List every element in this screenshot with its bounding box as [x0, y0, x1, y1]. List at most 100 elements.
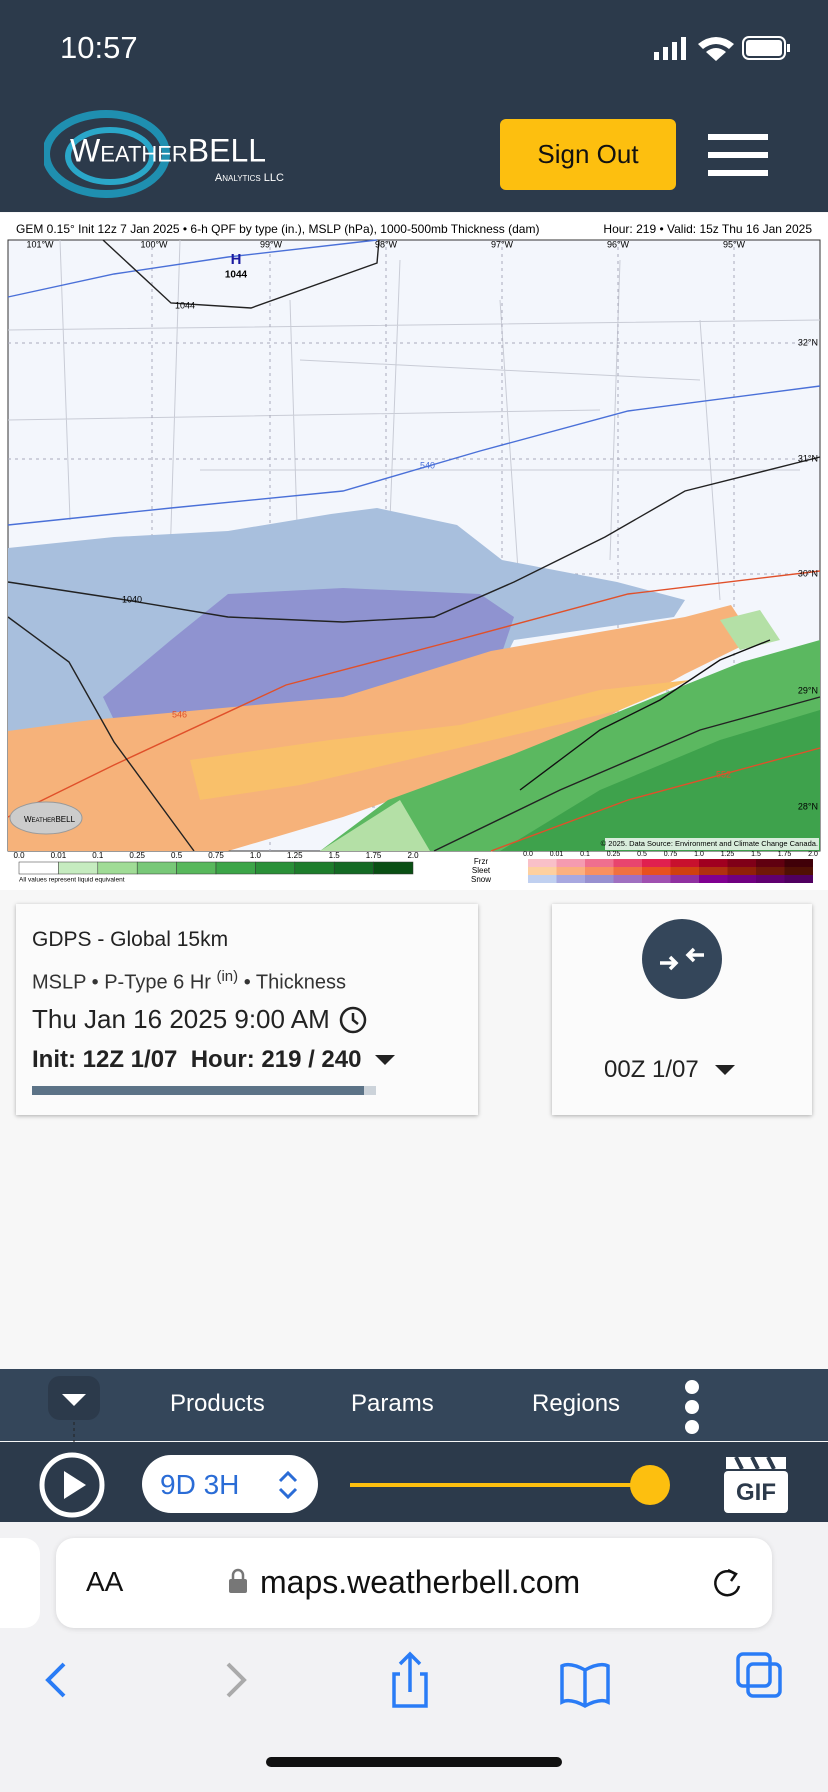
time-slider[interactable] [348, 1462, 674, 1508]
bookmarks-button[interactable] [560, 1662, 610, 1708]
legend-swatch [699, 875, 728, 883]
shape [39, 1452, 105, 1518]
shape [7, 239, 821, 621]
latitude-label: 29°N [798, 685, 818, 695]
legend-swatch [97, 861, 138, 875]
shape: Frzr Sleet Snow [471, 857, 491, 884]
legend-swatch [585, 867, 614, 875]
shape [672, 42, 677, 60]
params-tab[interactable]: Params [351, 1390, 434, 1417]
shape [7, 616, 195, 852]
legend-swatch [784, 859, 813, 867]
run-select[interactable]: Init: 12Z 1/07 Hour: 219 / 240 [32, 1046, 397, 1074]
more-button[interactable] [680, 1378, 704, 1436]
ptype-legend: 0.0 0.01 0.1 0.25 0.5 0.75 1.0 1.25 1.5 1.75 2.0 [523, 851, 818, 883]
legend-swatch [670, 859, 699, 867]
reload-button[interactable] [710, 1566, 744, 1602]
shape [698, 37, 734, 61]
shape [685, 1400, 699, 1414]
shape [7, 456, 821, 623]
shape [727, 1568, 738, 1582]
legend-tick: 0.0 [13, 851, 25, 860]
collapse-button[interactable] [48, 1376, 100, 1442]
clock-icon [339, 1006, 367, 1033]
map-valid: Hour: 219 • Valid: 15z Thu 16 Jan 2025 [603, 222, 812, 236]
products-tab[interactable]: Products [170, 1390, 265, 1417]
legend-tick: 2.0 [808, 851, 818, 858]
legend-swatch [784, 867, 813, 875]
valid-text: Thu Jan 16 2025 9:00 AM [32, 1004, 330, 1034]
status-icons [654, 36, 790, 61]
step-text: 9D 3H [160, 1469, 240, 1500]
contour-label: 1040 [122, 594, 142, 604]
shape [7, 239, 821, 852]
legend-tick: 0.75 [664, 851, 678, 858]
shape [490, 747, 821, 852]
shape: 1044 1040 540 546 552 [122, 300, 731, 779]
tabs-button[interactable] [736, 1652, 782, 1698]
back-button[interactable] [45, 1662, 66, 1698]
ptype-label: Frzr [474, 857, 489, 866]
shape [746, 40, 782, 56]
legend-swatch [528, 859, 557, 867]
high-pressure: 1044 [225, 270, 248, 281]
shape [642, 919, 722, 999]
shape [654, 52, 659, 60]
shape [64, 1471, 86, 1499]
gif-button[interactable]: GIF [724, 1455, 788, 1513]
legend-swatch [727, 875, 756, 883]
legend-tick: 1.75 [778, 851, 792, 858]
legend-swatch [585, 859, 614, 867]
legend-tick: 0.1 [92, 851, 104, 860]
latitude-label: 31°N [798, 453, 818, 463]
legend-swatch [255, 861, 296, 875]
legend-tick: 0.01 [550, 851, 564, 858]
longitude-label: 99°W [260, 239, 283, 249]
play-button[interactable] [38, 1451, 106, 1519]
legend-swatch [18, 861, 59, 875]
address-bar[interactable]: AA maps.weatherbell.com [56, 1538, 772, 1628]
legend-swatch [756, 875, 785, 883]
legend-tick: 0.25 [129, 851, 145, 860]
forward-button [226, 1662, 247, 1698]
sign-out-button[interactable]: Sign Out [500, 119, 676, 190]
home-indicator [266, 1757, 562, 1767]
model-card[interactable]: GDPS - Global 15km MSLP • P-Type 6 Hr (i… [16, 904, 478, 1115]
legend-swatch [727, 859, 756, 867]
shape [663, 47, 668, 60]
longitude-label: 95°W [723, 239, 746, 249]
text-size-button[interactable]: AA [86, 1566, 124, 1597]
legend-tick: 0.01 [51, 851, 67, 860]
prev-tab[interactable] [0, 1538, 40, 1628]
logo[interactable]: WeatherBELL Analytics LLC [44, 108, 294, 204]
legend-swatch [585, 875, 614, 883]
legend-swatch [699, 867, 728, 875]
shape [714, 1569, 741, 1597]
lock-icon [229, 1568, 247, 1593]
regions-tab[interactable]: Regions [532, 1390, 621, 1417]
legend-swatch [556, 875, 585, 883]
shape [320, 610, 780, 851]
shape [724, 1471, 788, 1513]
shape [746, 1662, 782, 1698]
step-select[interactable]: 9D 3H [142, 1455, 318, 1513]
legend-tick: 1.5 [751, 851, 761, 858]
legend-swatch [333, 861, 374, 875]
share-button[interactable] [392, 1651, 428, 1708]
menu-button[interactable] [708, 132, 770, 178]
legend-tick: 0.25 [607, 851, 621, 858]
model-name: GDPS - Global 15km [32, 928, 229, 951]
run-text: Init: 12Z 1/07 Hour: 219 / 240 [32, 1046, 362, 1073]
url-text: maps.weatherbell.com [260, 1564, 581, 1600]
legend-swatch [58, 861, 99, 875]
compare-button[interactable] [642, 919, 722, 999]
legend-tick: 0.5 [637, 851, 647, 858]
shape [8, 605, 754, 851]
logo-text: WeatherBELL [70, 132, 266, 168]
qpf-legend: 0.0 0.01 0.1 0.25 0.5 0.75 1.0 1.25 1.5 1.75 2.0 [13, 851, 419, 875]
shape [734, 1456, 776, 1470]
compare-run-select[interactable]: 00Z 1/07 [604, 1056, 737, 1084]
shape [7, 385, 821, 526]
legend-tick: 1.0 [694, 851, 704, 858]
shape [500, 710, 820, 851]
